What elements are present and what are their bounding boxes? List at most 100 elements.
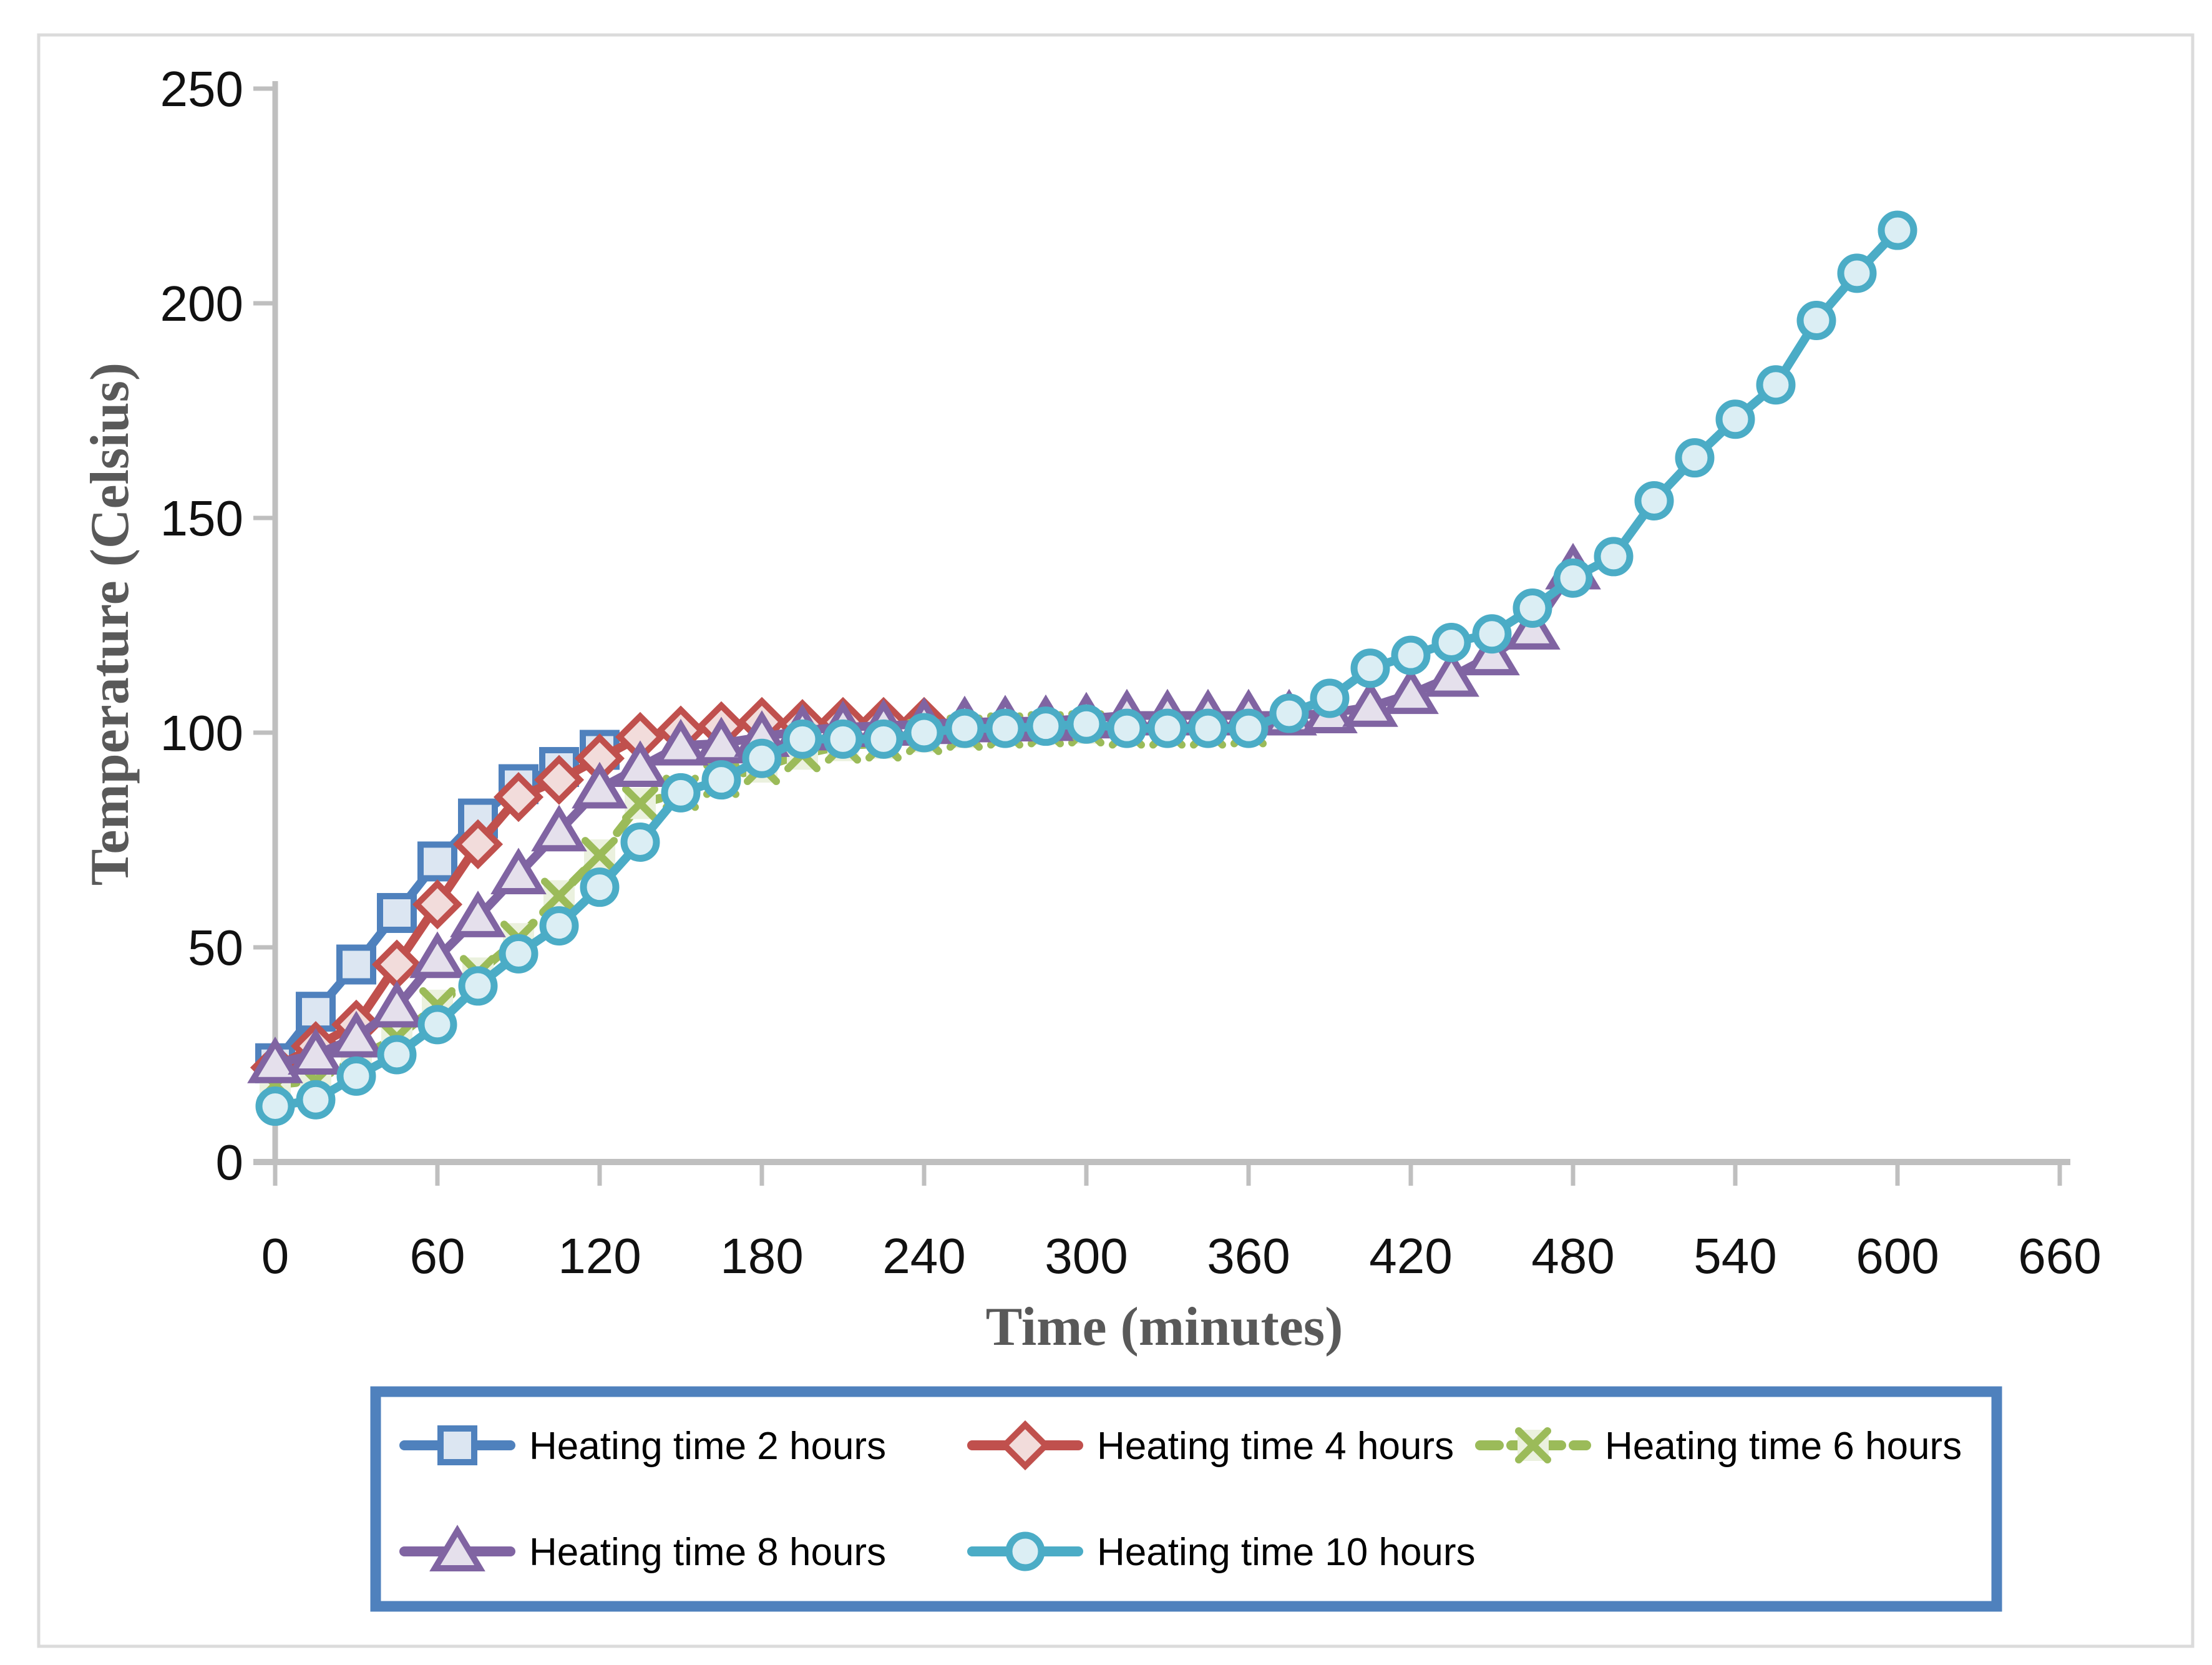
marker-circle [1837,253,1877,293]
marker-circle [742,738,782,778]
marker-circle [661,773,701,813]
legend-layer: Heating time 2 hours Heating time 4 hours… [370,1386,2002,1612]
marker-circle [1391,635,1431,675]
x-tick-label: 240 [882,1228,965,1284]
marker-triangle [1383,667,1439,715]
marker-diamond [493,772,544,823]
marker-circle [1350,648,1390,688]
marker-circle [377,1035,417,1075]
marker-triangle [1423,650,1479,697]
y-axis-title: Temperature (Celsius) [80,363,140,886]
legend-label: Heating time 2 hours [529,1425,886,1468]
x-tick-label: 540 [1693,1228,1776,1284]
marker-x [540,877,577,914]
marker-triangle [1342,680,1398,727]
marker-circle [1310,678,1350,718]
marker-triangle [369,980,425,1028]
marker-square [336,944,376,985]
marker-diamond [534,754,585,805]
marker-circle [499,934,538,974]
marker-x [622,785,658,822]
series-layer [247,210,1917,1126]
marker-circle [580,867,620,907]
marker-circle [539,906,579,946]
legend-label: Heating time 10 hours [1097,1531,1476,1574]
marker-circle [823,719,863,759]
y-tick-label: 100 [160,705,243,761]
marker-circle [1756,365,1796,405]
x-axis-title: Time (minutes) [986,1297,1343,1357]
marker-diamond [452,819,504,869]
marker-circle [336,1056,376,1096]
marker-circle [985,708,1025,748]
marker-circle [255,1086,295,1126]
marker-triangle [409,931,465,979]
legend-label: Heating time 4 hours [1097,1425,1454,1468]
marker-triangle [247,1037,303,1083]
marker-diamond [1000,1420,1051,1471]
y-tick-label: 0 [216,1135,244,1190]
marker-triangle [450,891,506,937]
marker-triangle [531,804,587,852]
x-tick-label: 480 [1531,1228,1614,1284]
marker-circle [1431,623,1471,663]
marker-circle [1269,693,1309,733]
x-tick-label: 660 [2018,1228,2101,1284]
marker-square [295,992,336,1032]
marker-circle [1675,438,1715,478]
marker-triangle [288,1028,344,1075]
figure-border [37,33,2195,1648]
y-tick-label: 200 [160,276,243,331]
marker-x [1515,1427,1551,1463]
marker-circle [1634,481,1674,520]
marker-circle [1594,537,1634,577]
marker-circle [1026,706,1066,746]
marker-circle [864,719,904,759]
marker-circle [1229,708,1269,748]
marker-circle [1472,614,1512,654]
marker-triangle [429,1525,485,1571]
marker-square [417,841,457,882]
marker-circle [1066,704,1106,744]
legend-entry-heating-time-8-hours: Heating time 8 hours [399,1525,886,1574]
marker-triangle [572,761,628,809]
marker-triangle [612,740,668,788]
x-tick-label: 120 [558,1228,641,1284]
x-tick-label: 0 [261,1228,290,1284]
marker-circle [620,822,660,862]
x-tick-label: 600 [1856,1228,1939,1284]
marker-diamond [412,879,463,930]
marker-square [437,1425,477,1465]
marker-circle [782,719,822,759]
marker-circle [1513,588,1552,628]
marker-circle [904,713,944,753]
y-tick-label: 250 [160,61,243,117]
marker-triangle [490,847,547,895]
marker-triangle [653,718,709,766]
legend-entry-heating-time-4-hours: Heating time 4 hours [967,1420,1454,1471]
marker-circle [1107,708,1147,748]
marker-circle [458,966,498,1006]
marker-circle [1715,399,1755,439]
x-tick-label: 300 [1045,1228,1128,1284]
legend-label: Heating time 6 hours [1605,1425,1962,1468]
marker-x [581,837,618,874]
marker-circle [1005,1531,1045,1571]
x-tick-label: 420 [1369,1228,1452,1284]
x-tick-label: 180 [720,1228,803,1284]
legend-entry-heating-time-10-hours: Heating time 10 hours [967,1531,1476,1574]
legend-box [370,1386,2002,1612]
marker-circle [1878,210,1917,250]
x-tick-label: 360 [1207,1228,1290,1284]
marker-circle [701,760,741,800]
series-heating-time-10-hours [255,210,1917,1126]
marker-square [376,892,417,933]
y-tick-label: 150 [160,491,243,546]
marker-circle [296,1080,336,1120]
marker-circle [1188,708,1228,748]
marker-circle [1147,708,1187,748]
marker-circle [417,1005,457,1045]
legend-entry-heating-time-2-hours: Heating time 2 hours [399,1425,886,1468]
legend-entry-heating-time-6-hours: Heating time 6 hours [1475,1425,1962,1468]
